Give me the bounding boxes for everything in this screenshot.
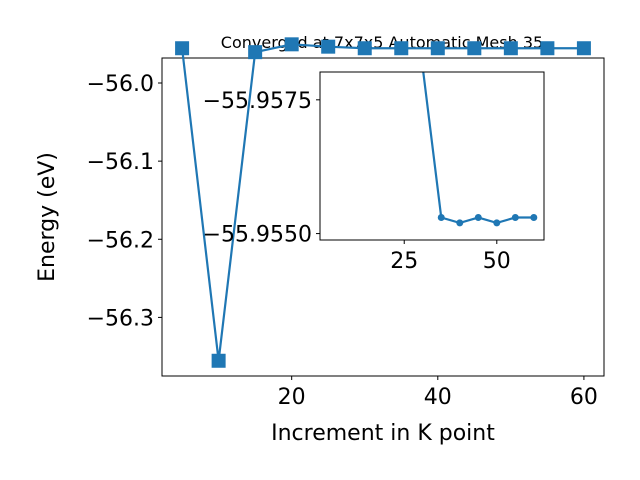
main-data-point	[576, 41, 591, 56]
main-x-tick-label: 60	[570, 385, 598, 410]
inset-data-point	[364, 64, 371, 71]
inset-data-series	[327, 64, 538, 227]
inset-data-point	[456, 219, 464, 227]
inset-axis-ticks: 25 50 −55.9575 −55.9550	[203, 89, 511, 274]
main-data-point	[467, 41, 482, 56]
inset-x-tick-label: 25	[390, 249, 418, 274]
inset-data-point	[493, 219, 501, 227]
inset-y-tick-label: −55.9550	[203, 223, 312, 248]
inset-data-point	[511, 214, 519, 222]
main-plot-frame	[161, 57, 605, 377]
inset-data-point	[401, 64, 408, 71]
main-data-point	[248, 45, 263, 60]
y-axis-title: Energy (eV)	[35, 152, 60, 282]
inset-data-point	[345, 64, 352, 71]
main-data-point	[430, 41, 445, 56]
main-data-point	[357, 41, 372, 56]
main-x-tick-label: 20	[278, 385, 306, 410]
main-data-series	[175, 37, 591, 368]
main-y-tick-label: −56.1	[87, 150, 154, 175]
inset-data-point	[419, 64, 426, 71]
inset-data-point	[530, 214, 538, 222]
main-data-point	[211, 353, 226, 368]
inset-plot-frame	[319, 71, 545, 241]
main-y-tick-label: −56.0	[87, 72, 154, 97]
main-data-point	[284, 37, 299, 52]
inset-data-point	[474, 214, 482, 222]
main-plot-area: 20 40 60 −56.3 −56.2 −56.1 −56.0	[87, 37, 605, 410]
main-data-point	[175, 41, 190, 56]
x-axis-title: Increment in K point	[271, 421, 495, 446]
main-data-point	[321, 39, 336, 54]
main-x-tick-label: 40	[424, 385, 452, 410]
inset-x-tick-label: 50	[483, 249, 511, 274]
main-data-point	[503, 41, 518, 56]
inset-plot-background	[320, 72, 544, 240]
inset-data-point	[437, 214, 445, 222]
inset-data-point	[382, 64, 389, 71]
inset-data-point	[327, 64, 334, 71]
main-data-point	[394, 41, 409, 56]
inset-plot-area: 25 50 −55.9575 −55.9550	[203, 64, 545, 274]
inset-y-tick-label: −55.9575	[203, 89, 312, 114]
main-y-tick-label: −56.3	[87, 306, 154, 331]
main-axis-ticks: 20 40 60 −56.3 −56.2 −56.1 −56.0	[87, 72, 598, 410]
main-y-tick-label: −56.2	[87, 228, 154, 253]
main-data-point	[540, 41, 555, 56]
